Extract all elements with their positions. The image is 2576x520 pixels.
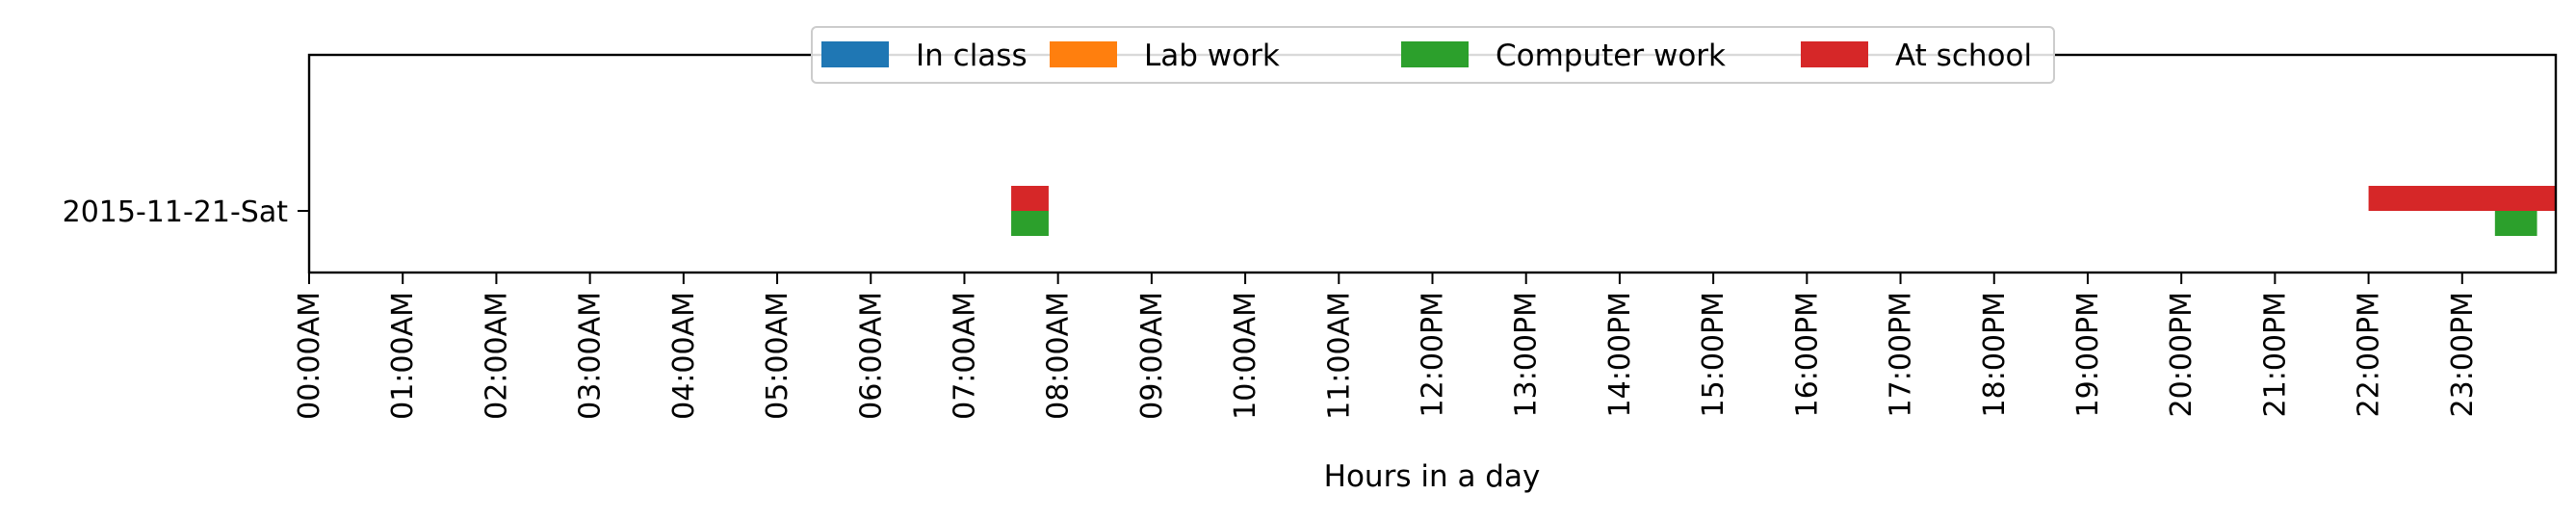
x-tick-label: 11:00AM bbox=[1322, 292, 1356, 420]
x-tick-label: 20:00PM bbox=[2165, 292, 2199, 417]
x-axis-title: Hours in a day bbox=[1324, 459, 1541, 494]
x-tick-label: 15:00PM bbox=[1697, 292, 1730, 417]
legend-swatch bbox=[1801, 41, 1868, 67]
bar-computer-work-1 bbox=[2494, 211, 2537, 236]
bar-computer-work-0 bbox=[1011, 211, 1049, 236]
x-tick-label: 13:00PM bbox=[1510, 292, 1544, 417]
x-tick-label: 01:00AM bbox=[386, 292, 420, 420]
plot-frame bbox=[307, 53, 2558, 274]
legend-label: Computer work bbox=[1496, 39, 1726, 73]
x-axis: 00:00AM 01:00AM 02:00AM 03:00AM 04:00AM 05:00… bbox=[293, 273, 2480, 420]
legend-label: At school bbox=[1895, 39, 2032, 73]
legend-swatch bbox=[1050, 41, 1117, 67]
x-tick-label: 06:00AM bbox=[854, 292, 888, 420]
legend-label: In class bbox=[916, 39, 1028, 73]
x-tick-label: 10:00AM bbox=[1229, 292, 1262, 420]
x-tick-label: 17:00PM bbox=[1885, 292, 1918, 417]
bar-at-school-1 bbox=[2368, 186, 2556, 211]
legend: In class Lab work Computer work At school bbox=[811, 26, 2055, 84]
x-tick-label: 03:00AM bbox=[574, 292, 608, 420]
x-tick-label: 07:00AM bbox=[948, 292, 981, 420]
x-tick-label: 16:00PM bbox=[1790, 292, 1824, 417]
x-tick-label: 08:00AM bbox=[1042, 292, 1076, 420]
legend-label: Lab work bbox=[1144, 39, 1280, 73]
legend-swatch bbox=[821, 41, 889, 67]
x-tick-label: 02:00AM bbox=[480, 292, 513, 420]
x-tick-label: 21:00PM bbox=[2258, 292, 2292, 417]
x-tick-label: 09:00AM bbox=[1135, 292, 1169, 420]
x-tick-label: 23:00PM bbox=[2446, 292, 2480, 417]
x-tick-label: 18:00PM bbox=[1978, 292, 2012, 417]
x-tick-label: 22:00PM bbox=[2353, 292, 2386, 417]
x-tick-label: 05:00AM bbox=[761, 292, 794, 420]
y-tick-label: 2015-11-21-Sat bbox=[63, 195, 289, 229]
x-tick-label: 00:00AM bbox=[293, 292, 326, 420]
y-axis: 2015-11-21-Sat bbox=[63, 195, 309, 229]
x-tick-label: 04:00AM bbox=[667, 292, 701, 420]
x-tick-label: 12:00PM bbox=[1417, 292, 1450, 417]
x-tick-label: 14:00PM bbox=[1603, 292, 1637, 417]
x-tick-label: 19:00PM bbox=[2071, 292, 2105, 417]
legend-swatch bbox=[1401, 41, 1469, 67]
bar-at-school-0 bbox=[1011, 186, 1049, 211]
bars-layer bbox=[1011, 186, 2556, 236]
